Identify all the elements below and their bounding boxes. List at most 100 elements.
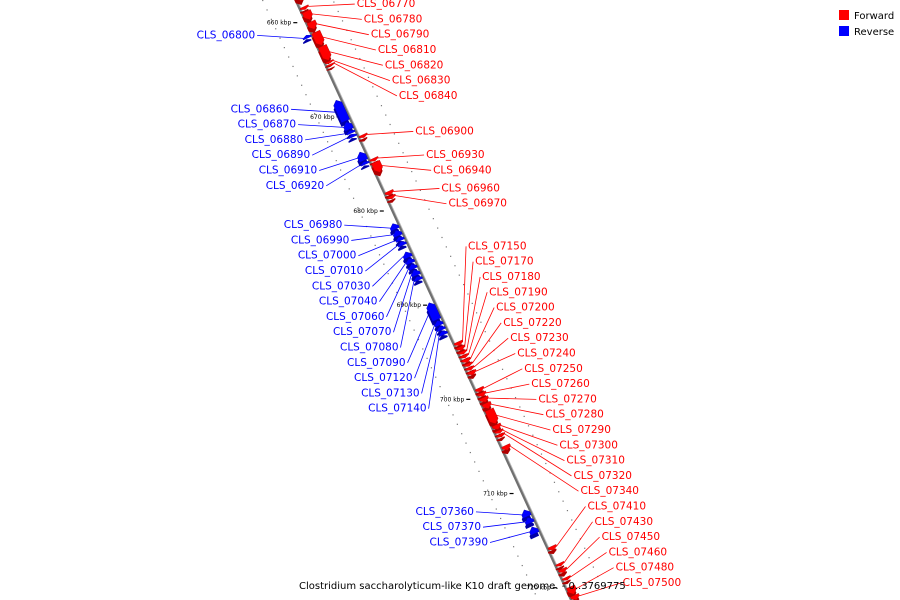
minor-tick-dot — [532, 434, 534, 436]
gene-arrow — [458, 349, 468, 355]
gene-label: CLS_06870 — [238, 119, 297, 131]
minor-tick-dot — [456, 423, 458, 425]
gene-arrow — [357, 151, 369, 163]
gene-arrow — [434, 320, 444, 328]
gene-arrow — [413, 276, 424, 283]
gene-leader — [381, 165, 432, 171]
gene-label: CLS_07180 — [482, 271, 540, 283]
gene-label: CLS_06910 — [259, 164, 318, 176]
gene-leader — [414, 324, 436, 379]
minor-tick-dot — [383, 263, 385, 265]
minor-tick-dot — [527, 425, 530, 427]
gene-label: CLS_07270 — [538, 393, 597, 405]
gene-arrow — [491, 422, 502, 430]
minor-tick-dot — [301, 84, 303, 86]
gene-arrow — [371, 159, 383, 173]
minor-tick-dot — [439, 386, 441, 388]
minor-tick-dot — [536, 444, 538, 446]
kbp-tick-label: 670 kbp — [310, 114, 335, 121]
gene-cls_07140 — [438, 330, 449, 341]
minor-tick-dot — [575, 528, 577, 531]
gene-label: CLS_06810 — [378, 44, 437, 56]
gene-shadow — [348, 137, 358, 143]
minor-tick-dot — [422, 348, 424, 350]
gene-leader — [316, 23, 369, 36]
gene-leader — [291, 108, 338, 113]
gene-arrow — [311, 29, 325, 46]
gene-label: CLS_07090 — [347, 357, 406, 369]
minor-tick-dot — [409, 320, 411, 322]
minor-tick-dot — [279, 37, 281, 39]
minor-tick-dot — [480, 321, 482, 323]
gene-arrow — [297, 0, 303, 2]
minor-tick-dot — [341, 20, 344, 22]
minor-tick-dot — [389, 123, 391, 126]
minor-tick-dot — [491, 499, 493, 501]
gene-label: CLS_07070 — [333, 326, 392, 338]
gene-label: CLS_07410 — [588, 501, 647, 513]
gene-shadow — [438, 334, 448, 341]
gene-cls_07320 — [496, 432, 506, 442]
gene-label: CLS_07250 — [524, 363, 583, 375]
minor-tick-dot — [469, 451, 471, 454]
genome-axis — [294, 0, 574, 600]
gene-leader — [462, 246, 467, 343]
gene-leader — [495, 414, 551, 431]
gene-cls_07450 — [557, 566, 568, 577]
minor-tick-dot — [367, 76, 370, 78]
gene-label: CLS_07320 — [573, 470, 632, 482]
kbp-tick-label: 700 kbp — [440, 396, 465, 403]
minor-tick-dot — [432, 218, 434, 220]
minor-tick-dot — [380, 105, 383, 107]
minor-tick-dot — [288, 56, 290, 58]
minor-tick-dot — [512, 546, 515, 548]
gene-leader — [464, 261, 474, 347]
gene-leader — [502, 429, 565, 461]
gene-cls_06840 — [326, 61, 336, 71]
gene-arrow — [397, 241, 408, 248]
gene-leader — [566, 536, 600, 570]
minor-tick-dot — [406, 161, 409, 163]
minor-tick-dot — [443, 395, 445, 397]
minor-tick-dot — [350, 39, 352, 41]
gene-leader — [319, 157, 359, 171]
gene-label: CLS_07010 — [305, 265, 364, 277]
minor-tick-dot — [292, 65, 294, 68]
gene-leader — [488, 397, 537, 400]
gene-cls_06740 — [294, 0, 304, 5]
minor-tick-dot — [352, 197, 355, 199]
gene-leader — [475, 353, 516, 372]
gene-shadow — [326, 66, 335, 71]
gene-arrow — [501, 443, 511, 451]
gene-label: CLS_06780 — [364, 13, 423, 25]
minor-tick-dot — [452, 414, 454, 416]
gene-shadow — [547, 548, 557, 555]
gene-arrow — [346, 130, 356, 136]
gene-arrow — [384, 189, 394, 196]
legend-forward-swatch — [839, 10, 849, 20]
gene-arrow — [524, 517, 535, 526]
gene-leader — [358, 239, 397, 257]
gene-label: CLS_07240 — [517, 348, 576, 360]
gene-cls_07460 — [561, 575, 572, 585]
gene-leader — [421, 329, 438, 394]
minor-tick-dot — [545, 462, 547, 465]
gene-arrow — [360, 161, 370, 167]
gene-arrow — [402, 251, 413, 260]
gene-arrow — [453, 339, 464, 346]
minor-tick-dot — [521, 564, 523, 567]
gene-leader — [563, 521, 593, 564]
gene-leader — [372, 256, 404, 287]
gene-arrow — [299, 4, 309, 10]
gene-leader — [491, 403, 544, 416]
gene-glyphs — [294, 0, 580, 600]
gene-arrow — [436, 326, 446, 333]
gene-arrow — [392, 229, 403, 239]
minor-tick-dot — [361, 216, 363, 218]
gene-label: CLS_06770 — [357, 0, 416, 10]
legend-reverse-label: Reverse — [854, 27, 894, 38]
minor-tick-dot — [540, 453, 543, 455]
gene-label: CLS_07040 — [319, 296, 378, 308]
minor-tick-dot — [331, 150, 333, 152]
gene-shadow — [360, 165, 370, 171]
